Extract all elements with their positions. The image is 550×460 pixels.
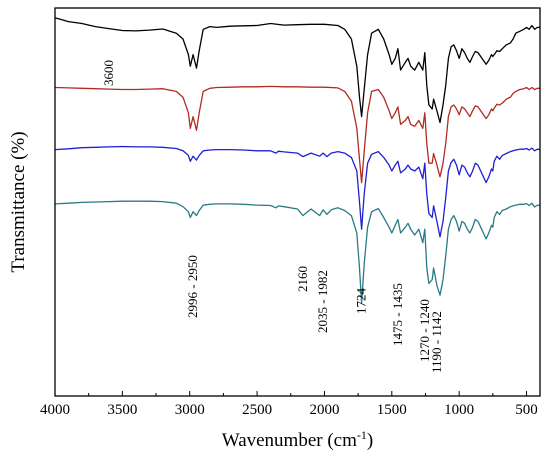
x-tick-label: 3000 xyxy=(175,402,205,418)
y-axis-title: Transmittance (%) xyxy=(8,131,29,272)
x-axis-title-sup: -1 xyxy=(357,428,367,442)
peak-annotation: 3600 xyxy=(101,60,116,86)
peak-annotation: 1270 - 1240 xyxy=(417,299,432,362)
peak-annotation: 1475 - 1435 xyxy=(390,283,405,346)
x-tick-label: 4000 xyxy=(40,402,70,418)
peak-annotation: 2035 - 1982 xyxy=(315,270,330,333)
x-axis-title-main: Wavenumber (cm xyxy=(222,430,357,451)
spectrum-line-2 xyxy=(54,85,540,184)
series-layer xyxy=(54,17,541,304)
peak-annotation: 2996 - 2950 xyxy=(185,255,200,318)
x-tick-label: 1000 xyxy=(444,402,474,418)
peak-annotation: 1190 - 1142 xyxy=(429,311,444,373)
x-axis-title-close: ) xyxy=(367,430,373,451)
plot-frame xyxy=(54,7,541,397)
spectrum-line-3 xyxy=(54,145,541,238)
spectrum-line-1 xyxy=(54,17,540,124)
spectrum-line-4 xyxy=(54,200,541,304)
x-tick-label: 1500 xyxy=(377,402,407,418)
x-tick-label: 500 xyxy=(515,402,538,418)
x-tick-label: 2000 xyxy=(309,402,339,418)
x-tick-layer: 4000 3500 3000 2500 2000 1500 1000 500 xyxy=(40,391,538,418)
peak-annotation: 2160 xyxy=(295,266,310,292)
x-tick-label: 3500 xyxy=(107,402,137,418)
x-axis-title: Wavenumber (cm-1) xyxy=(222,428,373,451)
annotation-layer: 3600 2996 - 2950 2160 2035 - 1982 1724 1475 -… xyxy=(101,60,444,373)
x-tick-label: 2500 xyxy=(242,402,272,418)
peak-annotation: 1724 xyxy=(354,288,369,315)
